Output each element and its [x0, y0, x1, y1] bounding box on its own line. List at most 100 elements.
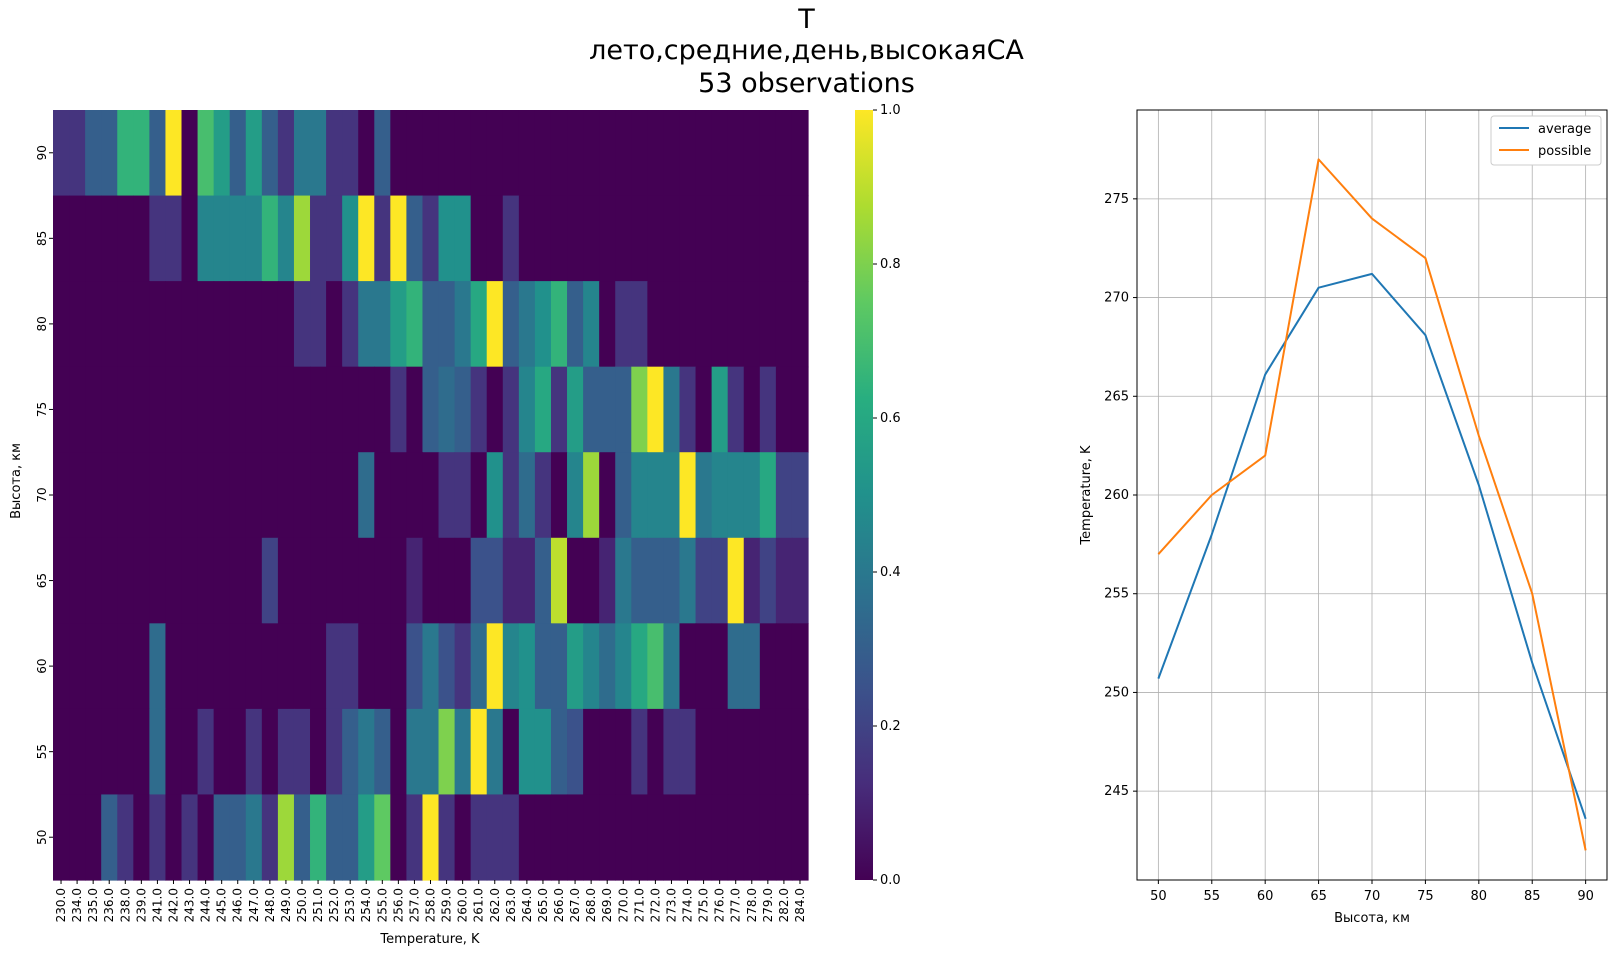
heatmap-cell: [213, 281, 231, 368]
heatmap-cell: [599, 366, 616, 453]
heatmap-cell: [53, 195, 70, 282]
heatmap-cell: [486, 623, 504, 710]
heatmap-cell: [390, 281, 407, 368]
heatmap-cell: [775, 110, 793, 197]
heatmap-cell: [534, 281, 552, 368]
heatmap-cell: [663, 794, 681, 881]
heatmap-cell: [342, 366, 359, 453]
heatmap-cell: [599, 452, 616, 539]
heatmap-cell: [583, 110, 600, 197]
heatmap-cell: [69, 195, 86, 282]
heatmap-cell: [293, 623, 311, 710]
heatmap-cell: [261, 281, 279, 368]
heatmap-cell: [229, 366, 247, 453]
heatmap-x-ticks: 230.0 234.0 235.0 236.0 238.0 239.0 241.0 242.0…: [54, 880, 807, 922]
heatmap-cell: [550, 452, 568, 539]
heatmap-cell: [695, 366, 713, 453]
heatmap-cell: [631, 452, 648, 539]
heatmap-cell: [181, 452, 199, 539]
heatmap-y-tick-label: 60: [35, 658, 49, 673]
line-chart-x-tick-label: 80: [1471, 889, 1488, 904]
heatmap-cell: [775, 366, 793, 453]
heatmap-cell: [101, 452, 118, 539]
heatmap-cell: [326, 366, 343, 453]
heatmap-cell: [310, 281, 327, 368]
heatmap-cell: [69, 623, 86, 710]
heatmap-cell: [615, 195, 632, 282]
heatmap-cell: [518, 366, 536, 453]
heatmap-cell: [181, 195, 199, 282]
heatmap-cell: [101, 537, 118, 624]
heatmap-cell: [679, 537, 697, 624]
heatmap-cell: [422, 281, 440, 368]
heatmap-cell: [518, 281, 536, 368]
heatmap-cell: [663, 366, 681, 453]
heatmap-cell: [149, 623, 167, 710]
heatmap-cell: [117, 452, 134, 539]
heatmap-cell: [358, 281, 375, 368]
heatmap-cell: [534, 794, 552, 881]
heatmap-cell: [615, 537, 632, 624]
heatmap-cell: [261, 195, 279, 282]
heatmap-cell: [695, 794, 713, 881]
heatmap-cell: [245, 537, 263, 624]
heatmap-cell: [550, 366, 568, 453]
heatmap-cell: [502, 623, 520, 710]
heatmap-cell: [775, 623, 793, 710]
heatmap-cell: [534, 623, 552, 710]
heatmap-cell: [165, 110, 183, 197]
heatmap-cell: [85, 452, 102, 539]
heatmap-cell: [631, 794, 648, 881]
heatmap-x-tick-label: 241.0: [150, 888, 164, 922]
heatmap-x-tick-label: 245.0: [215, 888, 229, 922]
heatmap-cell: [583, 195, 600, 282]
heatmap-cell: [101, 110, 118, 197]
heatmap-cell: [470, 110, 488, 197]
heatmap-cell: [181, 110, 199, 197]
heatmap-cell: [550, 537, 568, 624]
heatmap-cell: [277, 452, 295, 539]
heatmap-cell: [567, 110, 584, 197]
heatmap-cell: [422, 537, 440, 624]
heatmap-cell: [775, 537, 793, 624]
heatmap-y-ticks: 90 85 80 75 70 65 60 55 50: [35, 145, 53, 845]
heatmap-cell: [567, 452, 584, 539]
heatmap-cell: [583, 281, 600, 368]
heatmap-cell: [647, 794, 665, 881]
heatmap-x-tick-label: 268.0: [584, 888, 598, 922]
heatmap-cell: [245, 195, 263, 282]
heatmap-cell: [631, 537, 648, 624]
heatmap-x-tick-label: 262.0: [488, 888, 502, 922]
heatmap-cell: [615, 452, 632, 539]
heatmap-cell: [358, 623, 375, 710]
heatmap-cell: [647, 623, 665, 710]
heatmap-cell: [261, 794, 279, 881]
heatmap-cell: [743, 537, 761, 624]
heatmap-cell: [631, 110, 648, 197]
heatmap-cell: [358, 794, 375, 881]
heatmap-x-tick-label: 249.0: [279, 888, 293, 922]
heatmap-cell: [791, 623, 809, 710]
heatmap-cell: [422, 623, 440, 710]
heatmap-cell: [133, 366, 150, 453]
heatmap-cell: [695, 195, 713, 282]
heatmap-cell: [133, 794, 150, 881]
legend-label-average: average: [1538, 122, 1591, 137]
heatmap-cell: [197, 195, 215, 282]
heatmap-cell: [406, 366, 424, 453]
heatmap-cell: [197, 366, 215, 453]
heatmap-cell: [775, 708, 793, 796]
heatmap-cell: [165, 366, 183, 453]
heatmap-cell: [53, 623, 70, 710]
heatmap-cell: [775, 794, 793, 881]
heatmap-cell: [567, 281, 584, 368]
heatmap-cell: [213, 110, 231, 197]
heatmap-x-tick-label: 236.0: [102, 888, 116, 922]
heatmap-cell: [791, 110, 809, 197]
heatmap-cell: [277, 195, 295, 282]
heatmap-cell: [342, 623, 359, 710]
heatmap-x-tick-label: 265.0: [536, 888, 550, 922]
heatmap-cell: [679, 708, 697, 796]
heatmap-cell: [293, 537, 311, 624]
line-chart-x-tick-label: 70: [1364, 889, 1381, 904]
